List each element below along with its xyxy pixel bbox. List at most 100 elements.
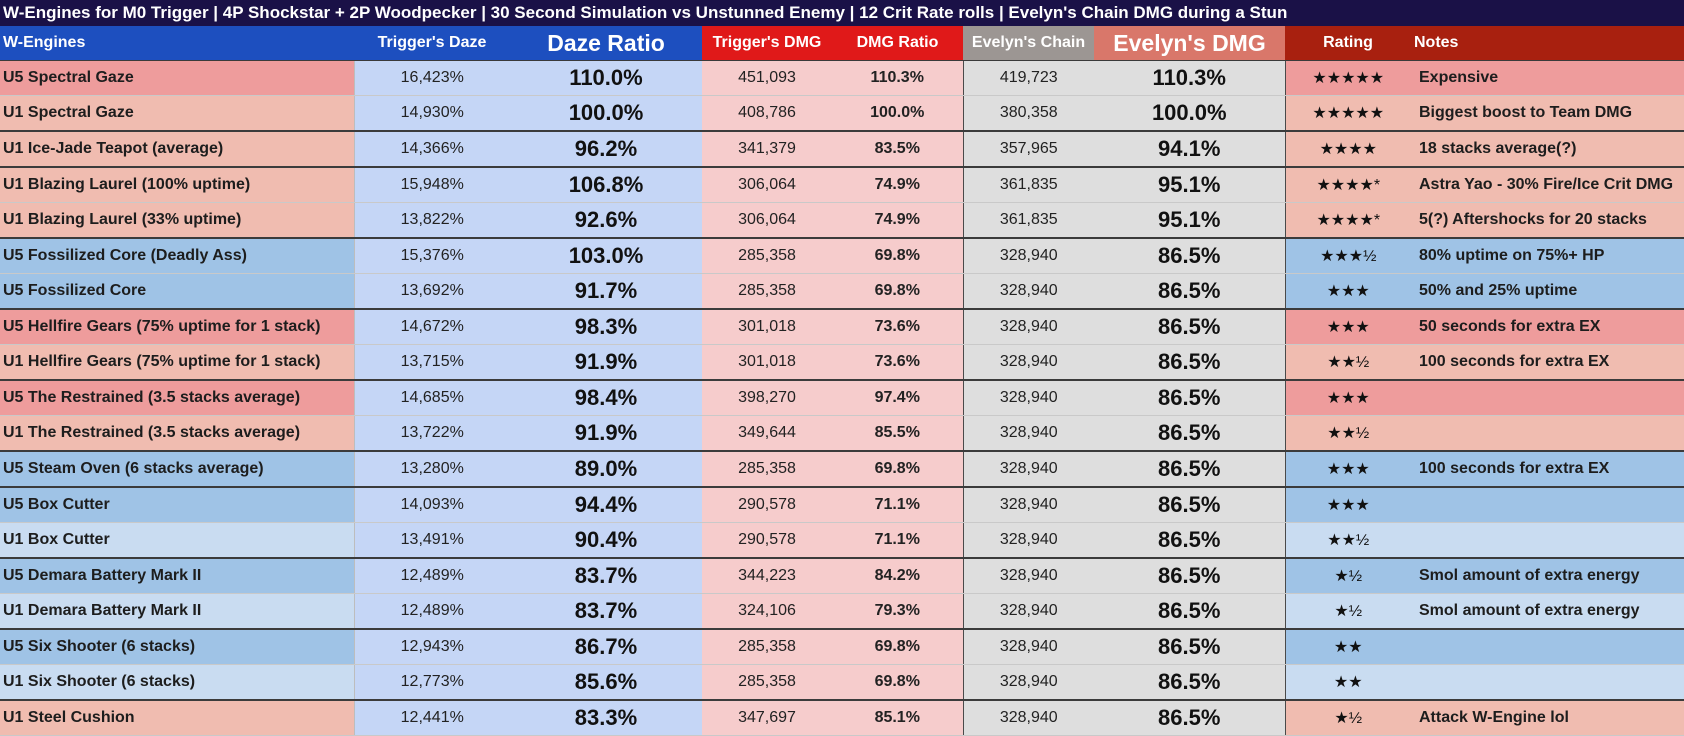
cell-w-engine: U5 Hellfire Gears (75% uptime for 1 stac…: [0, 308, 355, 345]
cell-notes: [1411, 522, 1684, 559]
cell-triggers-dmg: 408,786: [702, 95, 832, 132]
cell-rating: ★★★★★: [1285, 60, 1411, 96]
table-row: U1 Ice-Jade Teapot (average) 14,366% 96.2%…: [0, 130, 1684, 168]
cell-w-engine: U5 Fossilized Core: [0, 273, 355, 310]
table-row: U5 Box Cutter 14,093% 94.4% 290,578 71.1% 328…: [0, 486, 1684, 523]
table-row: U5 Hellfire Gears (75% uptime for 1 stac…: [0, 308, 1684, 345]
cell-daze-ratio: 83.3%: [510, 699, 702, 736]
cell-triggers-daze: 14,093%: [354, 486, 510, 523]
cell-evelyns-dmg: 86.5%: [1094, 344, 1286, 381]
cell-rating: ★★½: [1285, 344, 1411, 381]
cell-evelyns-dmg: 86.5%: [1094, 273, 1286, 310]
cell-w-engine: U5 Demara Battery Mark II: [0, 557, 355, 594]
cell-triggers-daze: 13,491%: [354, 522, 510, 559]
cell-evelyns-dmg: 86.5%: [1094, 450, 1286, 488]
cell-rating: ★★★½: [1285, 237, 1411, 274]
cell-w-engine: U5 Spectral Gaze: [0, 60, 355, 96]
cell-evelyns-chain: 357,965: [963, 130, 1094, 168]
table-row: U5 Six Shooter (6 stacks) 12,943% 86.7% 285…: [0, 628, 1684, 665]
cell-w-engine: U1 The Restrained (3.5 stacks average): [0, 415, 355, 452]
cell-evelyns-chain: 328,940: [963, 628, 1094, 665]
cell-daze-ratio: 91.7%: [510, 273, 702, 310]
cell-evelyns-dmg: 86.5%: [1094, 522, 1286, 559]
cell-evelyns-dmg: 86.5%: [1094, 628, 1286, 665]
cell-triggers-dmg: 285,358: [702, 450, 832, 488]
cell-triggers-daze: 14,672%: [354, 308, 510, 345]
cell-daze-ratio: 92.6%: [510, 202, 702, 239]
cell-triggers-dmg: 285,358: [702, 664, 832, 701]
cell-daze-ratio: 100.0%: [510, 95, 702, 132]
cell-dmg-ratio: 74.9%: [832, 202, 964, 239]
cell-triggers-dmg: 398,270: [702, 379, 832, 416]
cell-w-engine: U1 Six Shooter (6 stacks): [0, 664, 355, 701]
cell-triggers-dmg: 290,578: [702, 522, 832, 559]
cell-w-engine: U5 Box Cutter: [0, 486, 355, 523]
header-row: W-Engines Trigger's Daze Daze Ratio Trig…: [0, 26, 1684, 61]
header-rating: Rating: [1285, 26, 1411, 61]
cell-rating: ★★½: [1285, 415, 1411, 452]
cell-triggers-daze: 14,366%: [354, 130, 510, 168]
cell-w-engine: U5 Steam Oven (6 stacks average): [0, 450, 355, 488]
cell-w-engine: U1 Spectral Gaze: [0, 95, 355, 132]
table-row: U1 Steel Cushion 12,441% 83.3% 347,697 85.1%…: [0, 699, 1684, 736]
cell-evelyns-chain: 328,940: [963, 450, 1094, 488]
cell-triggers-daze: 13,822%: [354, 202, 510, 239]
cell-evelyns-chain: 328,940: [963, 237, 1094, 274]
cell-notes: 50% and 25% uptime: [1411, 273, 1684, 310]
table-row: U1 Demara Battery Mark II 12,489% 83.7% 324…: [0, 593, 1684, 630]
w-engine-table: W-Engines Trigger's Daze Daze Ratio Trig…: [0, 26, 1684, 736]
cell-triggers-dmg: 344,223: [702, 557, 832, 594]
cell-triggers-dmg: 451,093: [702, 60, 832, 96]
cell-evelyns-dmg: 95.1%: [1094, 202, 1286, 239]
cell-rating: ★★★★*: [1285, 166, 1411, 203]
cell-rating: ★★★: [1285, 379, 1411, 416]
cell-triggers-daze: 12,441%: [354, 699, 510, 736]
cell-dmg-ratio: 73.6%: [832, 308, 964, 345]
cell-dmg-ratio: 73.6%: [832, 344, 964, 381]
cell-dmg-ratio: 97.4%: [832, 379, 964, 416]
cell-rating: ★★★: [1285, 308, 1411, 345]
cell-daze-ratio: 98.4%: [510, 379, 702, 416]
cell-notes: 100 seconds for extra EX: [1411, 344, 1684, 381]
cell-w-engine: U1 Steel Cushion: [0, 699, 355, 736]
cell-rating: ★★★★*: [1285, 202, 1411, 239]
cell-dmg-ratio: 69.8%: [832, 450, 964, 488]
table-row: U5 Fossilized Core (Deadly Ass) 15,376% 10…: [0, 237, 1684, 274]
cell-rating: ★½: [1285, 557, 1411, 594]
cell-dmg-ratio: 100.0%: [832, 95, 964, 132]
cell-evelyns-chain: 328,940: [963, 415, 1094, 452]
cell-evelyns-dmg: 95.1%: [1094, 166, 1286, 203]
header-triggers-daze: Trigger's Daze: [354, 26, 510, 61]
table-row: U5 Fossilized Core 13,692% 91.7% 285,358 69.…: [0, 273, 1684, 310]
cell-evelyns-dmg: 86.5%: [1094, 664, 1286, 701]
table-row: U1 Spectral Gaze 14,930% 100.0% 408,786 100.…: [0, 95, 1684, 132]
cell-triggers-daze: 13,692%: [354, 273, 510, 310]
cell-rating: ★★★★: [1285, 130, 1411, 168]
cell-dmg-ratio: 71.1%: [832, 486, 964, 523]
cell-dmg-ratio: 71.1%: [832, 522, 964, 559]
header-evelyns-chain: Evelyn's Chain: [963, 26, 1094, 61]
table-row: U1 Box Cutter 13,491% 90.4% 290,578 71.1% 328…: [0, 522, 1684, 559]
cell-evelyns-dmg: 94.1%: [1094, 130, 1286, 168]
cell-notes: 80% uptime on 75%+ HP: [1411, 237, 1684, 274]
cell-notes: Smol amount of extra energy: [1411, 593, 1684, 630]
cell-dmg-ratio: 85.1%: [832, 699, 964, 736]
cell-triggers-daze: 15,376%: [354, 237, 510, 274]
cell-triggers-daze: 13,722%: [354, 415, 510, 452]
cell-evelyns-chain: 328,940: [963, 664, 1094, 701]
cell-triggers-dmg: 306,064: [702, 166, 832, 203]
cell-w-engine: U1 Blazing Laurel (100% uptime): [0, 166, 355, 203]
table-row: U1 Blazing Laurel (100% uptime) 15,948% 10…: [0, 166, 1684, 203]
cell-triggers-daze: 13,715%: [354, 344, 510, 381]
table-row: U5 Steam Oven (6 stacks average) 13,280% 8…: [0, 450, 1684, 488]
cell-evelyns-dmg: 86.5%: [1094, 415, 1286, 452]
header-w-engines: W-Engines: [0, 26, 354, 61]
table-row: U1 Blazing Laurel (33% uptime) 13,822% 92.…: [0, 202, 1684, 239]
cell-evelyns-chain: 328,940: [963, 344, 1094, 381]
cell-dmg-ratio: 85.5%: [832, 415, 964, 452]
cell-triggers-dmg: 285,358: [702, 273, 832, 310]
cell-triggers-daze: 15,948%: [354, 166, 510, 203]
table-row: U1 Hellfire Gears (75% uptime for 1 stac…: [0, 344, 1684, 381]
cell-triggers-dmg: 285,358: [702, 237, 832, 274]
cell-daze-ratio: 83.7%: [510, 593, 702, 630]
